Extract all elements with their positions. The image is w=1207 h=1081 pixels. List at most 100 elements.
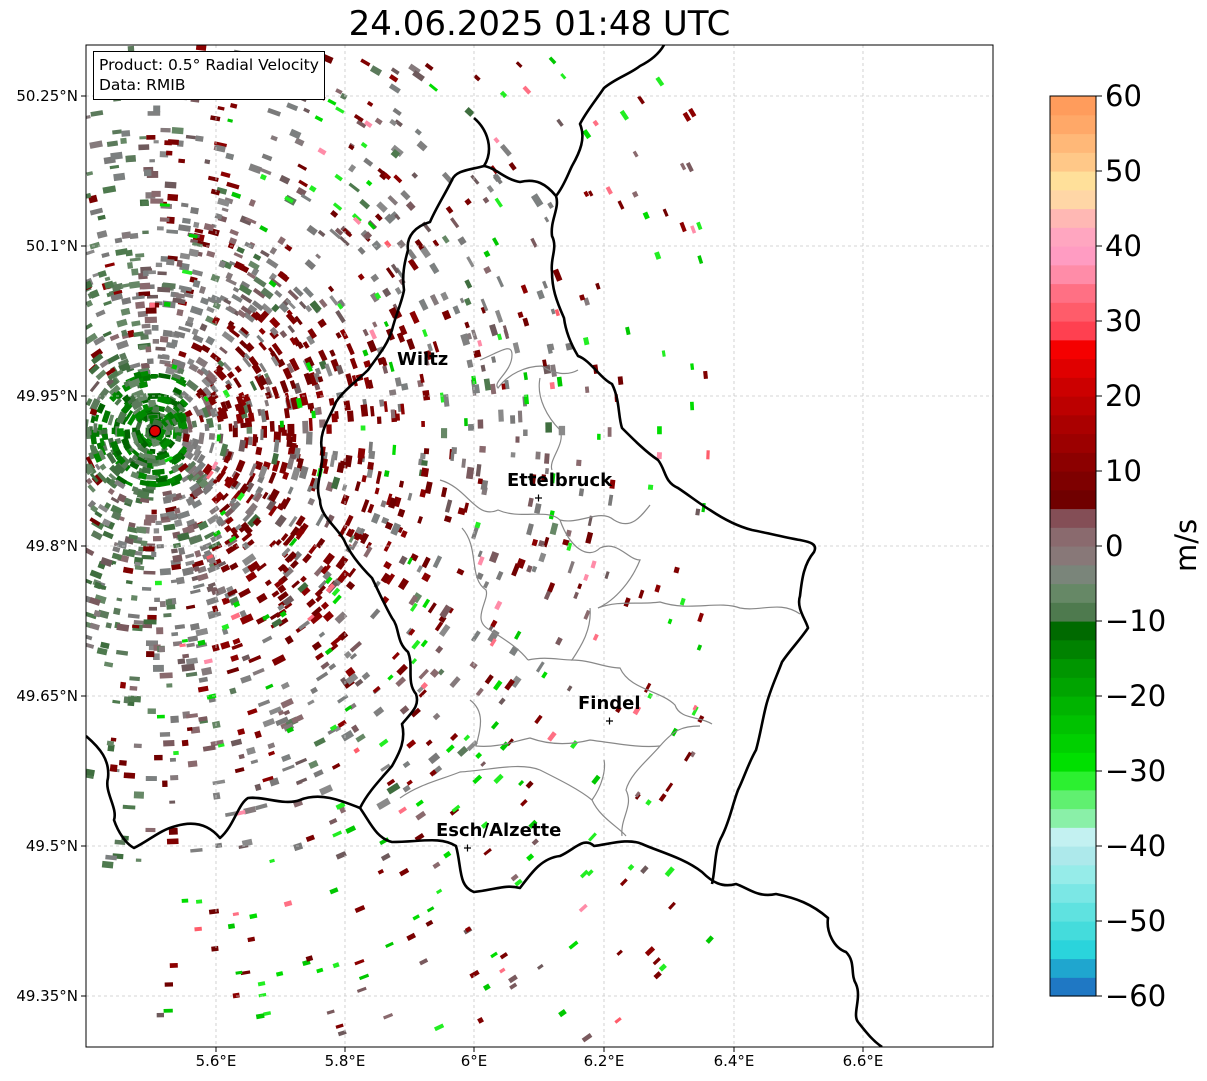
radar-echo-bin (279, 174, 291, 185)
radar-echo-bin (432, 861, 441, 869)
colorbar-tick-label: 40 (1105, 229, 1142, 263)
radar-echo-bin (96, 647, 108, 656)
radar-echo-bin (90, 415, 96, 424)
radar-echo-bin (238, 405, 246, 415)
radar-echo-bin (93, 609, 102, 618)
radar-echo-bin (233, 260, 245, 271)
colorbar (1049, 95, 1102, 997)
colorbar-bin (1050, 977, 1096, 997)
radar-echo-bin (508, 974, 518, 984)
radar-echo-bin (146, 358, 154, 365)
radar-echo-bin (185, 379, 199, 392)
radar-echo-bin (178, 224, 191, 232)
colorbar-bin (1050, 883, 1096, 903)
radar-echo-bin (260, 310, 270, 320)
radar-echo-bin (96, 471, 109, 484)
radar-echo-bin (390, 67, 400, 75)
radar-echo-bin (177, 367, 185, 375)
radar-echo-bin (162, 780, 168, 787)
radar-echo-bin (236, 492, 245, 502)
radar-echo-bin (123, 696, 130, 704)
radar-echo-bin (339, 328, 349, 340)
lat-tick-label: 49.95°N (16, 387, 78, 405)
radar-echo-bin (526, 564, 533, 573)
radar-echo-bin (217, 406, 223, 414)
radar-echo-bin (514, 878, 523, 887)
radar-echo-bin (193, 461, 206, 474)
radar-echo-bin (224, 400, 232, 410)
radar-echo-bin (464, 926, 472, 933)
radar-echo-bin (240, 422, 247, 429)
radar-echo-bin (484, 674, 494, 685)
radar-echo-bin (138, 546, 145, 552)
radar-echo-bin (320, 601, 330, 610)
radar-echo-bin (163, 739, 175, 747)
radar-echo-bin (178, 325, 191, 333)
radar-echo-bin (269, 246, 278, 255)
radar-echo-bin (424, 481, 433, 495)
radar-echo-bin (336, 462, 345, 474)
radar-echo-bin (482, 983, 491, 991)
radar-echo-bin (300, 575, 307, 583)
radar-echo-bin (233, 420, 238, 429)
colorbar-bin (1050, 808, 1096, 828)
radar-echo-bin (477, 1016, 484, 1024)
colorbar-bin (1050, 96, 1096, 116)
radar-echo-bin (89, 517, 101, 527)
radar-echo-bin (262, 491, 269, 500)
radar-echo-bin (522, 317, 530, 327)
radar-echo-bin (145, 307, 157, 314)
radar-echo-bin (662, 208, 669, 217)
radar-echo-bin (206, 554, 214, 560)
radar-echo-bin (217, 424, 222, 431)
radar-echo-bin (494, 197, 503, 208)
radar-echo-bin (115, 454, 126, 465)
radar-echo-bin (89, 445, 99, 455)
radar-echo-bin (108, 384, 121, 397)
radar-echo-bin (322, 610, 334, 622)
radar-echo-bin (204, 423, 210, 432)
radar-echo-bin (166, 683, 173, 688)
radar-echo-bin (192, 583, 205, 590)
radar-echo-bin (366, 339, 378, 353)
radar-echo-bin (117, 358, 129, 367)
radar-echo-bin (330, 636, 342, 647)
radar-echo-bin (597, 433, 601, 440)
radar-echo-bin (514, 630, 522, 640)
radar-echo-bin (392, 107, 402, 117)
radar-echo-bin (361, 499, 370, 513)
radar-echo-bin (332, 962, 340, 969)
radar-echo-bin (286, 726, 294, 734)
radar-echo-bin (307, 699, 315, 706)
lat-tick-label: 49.65°N (16, 687, 78, 705)
radar-echo-bin (134, 550, 143, 556)
radar-echo-bin (470, 630, 481, 643)
radar-echo-bin (469, 969, 480, 979)
radar-echo-bin (217, 560, 227, 568)
radar-echo-bin (162, 329, 173, 338)
radar-echo-bin (658, 793, 667, 802)
radar-echo-bin (254, 436, 259, 443)
radar-echo-bin (260, 303, 273, 315)
radar-echo-bin (616, 949, 623, 956)
radar-echo-bin (129, 232, 139, 240)
radar-echo-bin (331, 762, 341, 770)
radar-echo-bin (308, 371, 319, 387)
radar-echo-bin (523, 372, 528, 381)
radar-echo-bin (157, 271, 167, 276)
radar-echo-bin (253, 492, 263, 503)
radar-echo-bin (195, 45, 207, 51)
radar-echo-bin (247, 560, 261, 573)
radar-echo-bin (322, 564, 331, 574)
colorbar-bin (1050, 133, 1096, 153)
radar-echo-bin (380, 852, 391, 862)
radar-echo-bin (406, 248, 417, 261)
radar-echo-bin (480, 306, 486, 314)
radar-echo-bin (128, 281, 141, 289)
radar-echo-bin (306, 224, 318, 236)
radar-echo-bin (139, 282, 151, 290)
radar-echo-bin (159, 217, 170, 222)
radar-echo-bin (217, 359, 225, 368)
radar-echo-bin (201, 377, 212, 388)
radar-echo-bin (287, 289, 299, 301)
